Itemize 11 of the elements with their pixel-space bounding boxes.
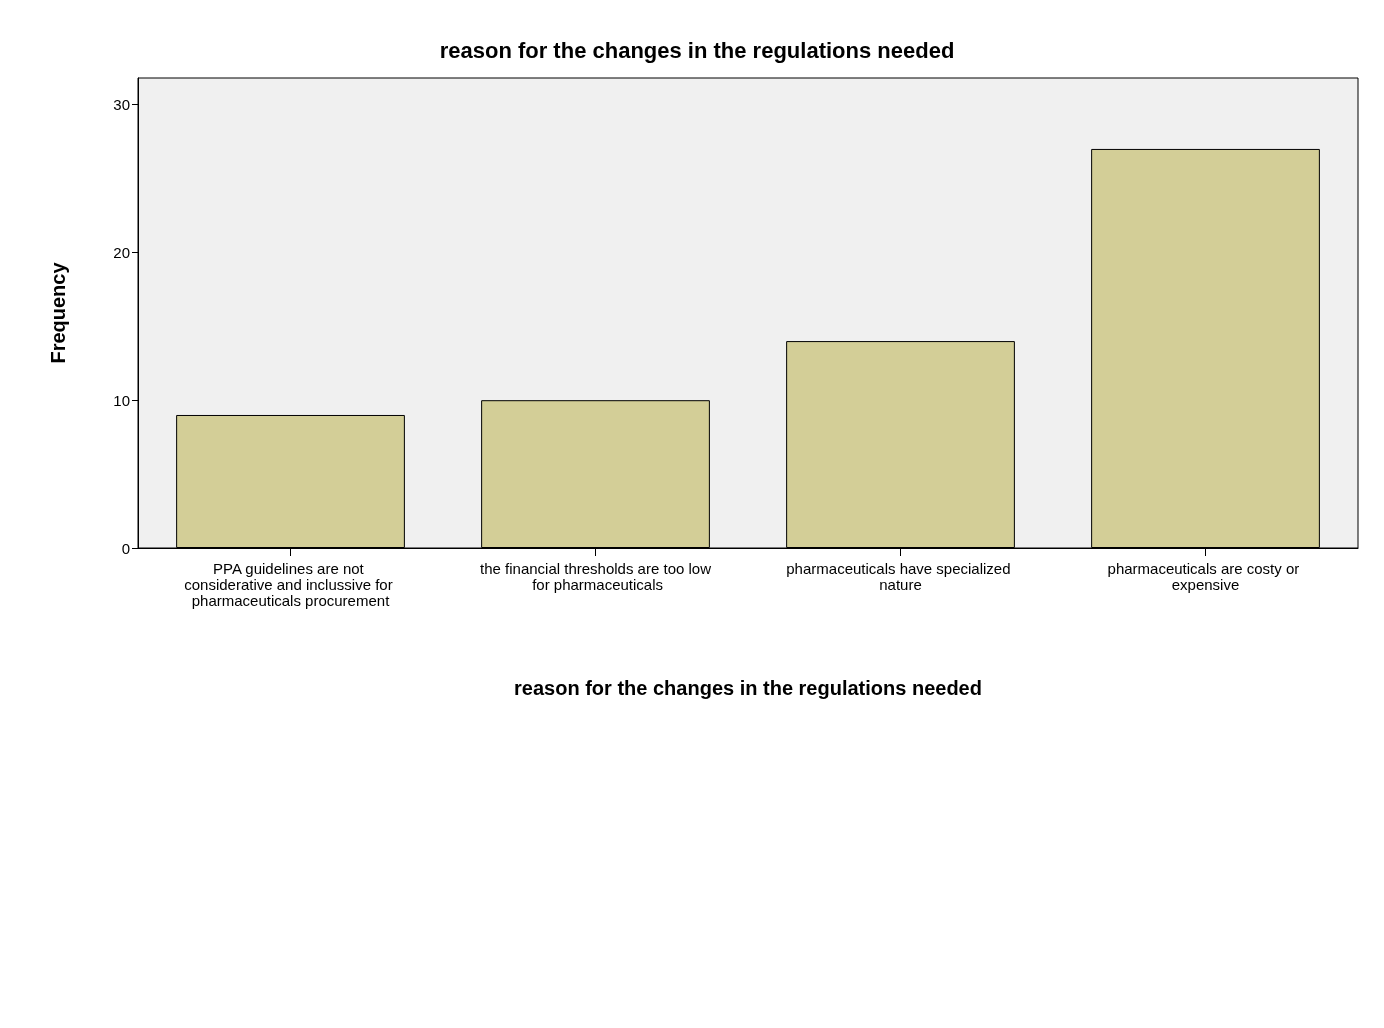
x-tick-label: PPA guidelines are not considerative and inclussive for pharmaceuticals procurement — [184, 559, 397, 609]
y-tick-label: 30 — [113, 96, 130, 114]
x-axis-title: reason for the changes in the regulations needed — [514, 677, 982, 699]
y-tick-label: 0 — [121, 539, 130, 557]
y-tick-label: 20 — [113, 243, 130, 261]
x-tick-label: the financial thresholds are too low for pharmaceuticals — [480, 559, 712, 593]
x-tick-label: pharmaceuticals are costy or expensive — [1107, 559, 1304, 593]
y-axis-title: Frequency — [47, 261, 69, 364]
x-tick-label: pharmaceuticals have specialized nature — [786, 559, 1015, 593]
chart-title: reason for the changes in the regulations needed — [439, 37, 955, 63]
y-tick-label: 10 — [113, 391, 130, 409]
